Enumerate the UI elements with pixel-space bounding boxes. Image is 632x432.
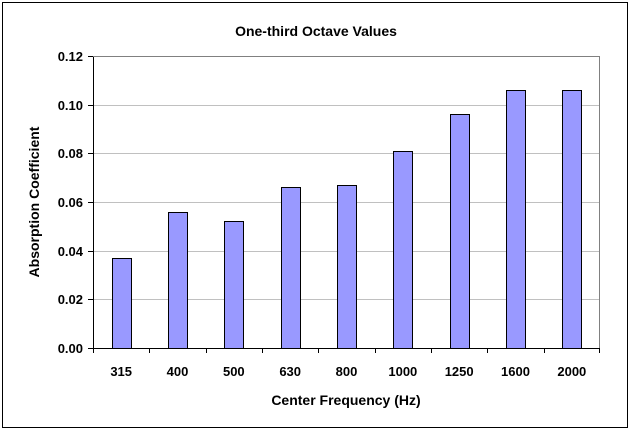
y-axis-label: Absorption Coefficient <box>26 126 42 277</box>
bar <box>562 90 582 349</box>
x-tick-label: 315 <box>110 364 132 379</box>
y-tick-label: 0.08 <box>58 146 83 161</box>
bar <box>168 212 188 349</box>
bar <box>224 221 244 349</box>
bar <box>450 114 470 349</box>
x-tick-label: 1600 <box>501 364 530 379</box>
x-tick-label: 800 <box>336 364 358 379</box>
x-tick-label: 500 <box>223 364 245 379</box>
y-tick-label: 0.10 <box>58 98 83 113</box>
bar <box>112 258 132 349</box>
y-tick-labels: 0.00 0.02 0.04 0.06 0.08 0.10 0.12 <box>58 49 84 356</box>
y-tick-label: 0.04 <box>58 244 84 259</box>
x-tick-label: 1250 <box>445 364 474 379</box>
x-tick-label: 1000 <box>388 364 417 379</box>
bars <box>112 90 582 349</box>
bar <box>337 185 357 349</box>
y-tick-label: 0.12 <box>58 49 83 64</box>
x-tick-labels: 315 400 500 630 800 1000 1250 1600 2000 <box>110 364 586 379</box>
y-tick-label: 0.06 <box>58 195 83 210</box>
x-axis-label: Center Frequency (Hz) <box>271 392 420 408</box>
bar <box>506 90 526 349</box>
chart-title: One-third Octave Values <box>235 23 397 39</box>
bar <box>393 151 413 349</box>
x-tick-label: 2000 <box>557 364 586 379</box>
axes <box>88 56 600 353</box>
x-tick-label: 630 <box>279 364 301 379</box>
y-tick-label: 0.02 <box>58 292 83 307</box>
x-tick-label: 400 <box>167 364 189 379</box>
y-tick-label: 0.00 <box>58 341 83 356</box>
bar <box>281 187 301 349</box>
